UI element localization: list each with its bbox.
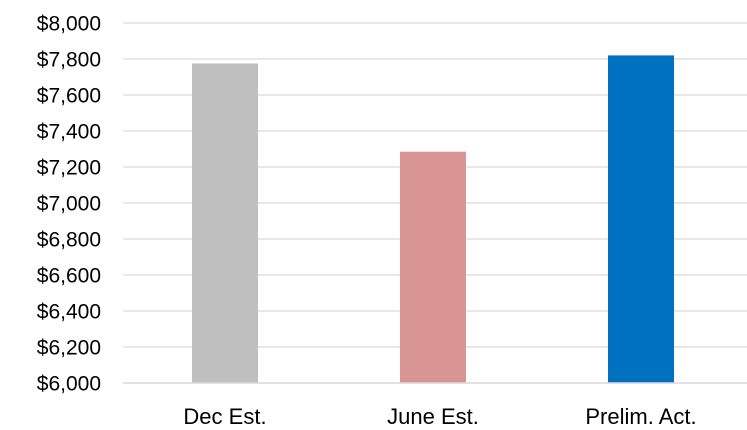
- y-tick-label: $8,000: [37, 13, 101, 36]
- bar-dec-est: [192, 63, 258, 383]
- y-tick-label: $7,800: [37, 49, 101, 72]
- bar-prelim-act: [608, 55, 674, 384]
- y-tick-label: $6,800: [37, 229, 101, 252]
- y-tick-label: $6,200: [37, 337, 101, 360]
- x-category-label: June Est.: [387, 404, 479, 429]
- x-axis-category-labels: Dec Est. June Est. Prelim. Act.: [183, 404, 696, 429]
- y-tick-label: $6,600: [37, 265, 101, 288]
- y-tick-label: $7,200: [37, 157, 101, 180]
- y-tick-label: $7,400: [37, 121, 101, 144]
- y-axis-tick-labels: $6,000 $6,200 $6,400 $6,600 $6,800 $7,000 $7,2…: [37, 13, 101, 396]
- x-category-label: Prelim. Act.: [585, 404, 696, 429]
- y-tick-label: $7,600: [37, 85, 101, 108]
- y-tick-label: $6,400: [37, 301, 101, 324]
- y-tick-label: $7,000: [37, 193, 101, 216]
- y-tick-label: $6,000: [37, 373, 101, 396]
- x-category-label: Dec Est.: [183, 404, 266, 429]
- bars: [192, 55, 674, 384]
- bar-june-est: [400, 151, 466, 383]
